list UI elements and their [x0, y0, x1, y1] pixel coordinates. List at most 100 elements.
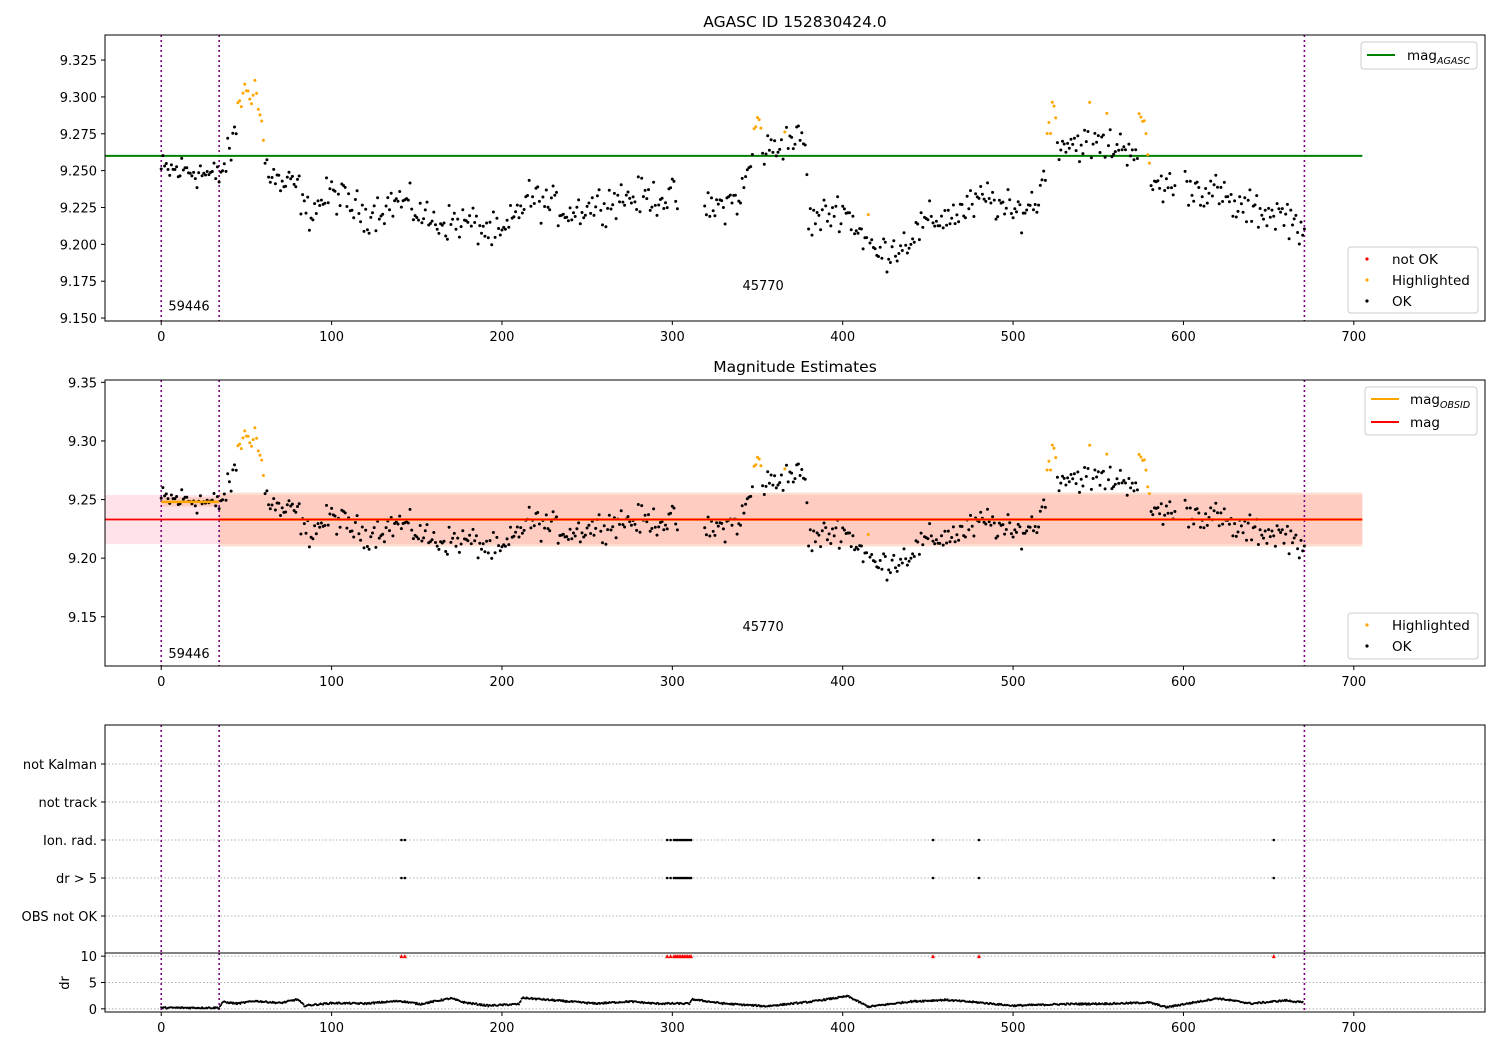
ok-point — [849, 228, 853, 232]
flag-marker — [403, 838, 407, 842]
legend-highlighted-marker — [1365, 623, 1369, 627]
ok-point — [200, 174, 204, 178]
ok-point — [227, 480, 231, 484]
ok-point — [1040, 505, 1044, 509]
ok-point — [594, 205, 598, 209]
ok-point — [551, 510, 555, 514]
x-tick-label: 600 — [1171, 330, 1196, 345]
ok-point — [1037, 525, 1041, 529]
ok-point — [1280, 207, 1284, 211]
ok-point — [1291, 541, 1294, 545]
ok-point — [1296, 231, 1300, 234]
ok-point — [388, 529, 391, 533]
highlighted-point — [241, 436, 245, 440]
ok-point — [934, 219, 938, 223]
ok-point — [1262, 536, 1265, 540]
ok-point — [665, 527, 669, 531]
ok-point — [444, 550, 448, 553]
dr-point — [164, 1006, 167, 1009]
highlighted-point — [255, 91, 259, 95]
ok-point — [890, 558, 894, 562]
ok-point — [587, 523, 591, 527]
ok-point — [425, 523, 429, 527]
ok-point — [955, 533, 959, 537]
ok-point — [1030, 190, 1034, 194]
ok-point — [1132, 158, 1136, 162]
ok-point — [1238, 195, 1242, 199]
ok-point — [537, 199, 541, 203]
highlighted-point — [243, 82, 247, 86]
ok-point — [590, 196, 594, 200]
ok-point — [796, 462, 800, 466]
ok-point — [164, 162, 168, 165]
ok-point — [791, 147, 795, 151]
ok-point — [1185, 179, 1189, 183]
ok-point — [1091, 477, 1095, 480]
highlighted-point — [251, 93, 255, 97]
ok-point — [1135, 488, 1139, 492]
ok-point — [921, 225, 925, 229]
ok-point — [631, 195, 635, 199]
ok-point — [195, 186, 199, 190]
flag-marker — [665, 876, 669, 880]
ok-point — [532, 524, 536, 528]
ok-point — [1263, 529, 1267, 533]
ok-point — [907, 246, 911, 250]
dr-point — [754, 1003, 757, 1006]
ok-point — [1161, 522, 1165, 526]
x-tick-label: 400 — [830, 330, 855, 345]
ok-point — [1134, 148, 1138, 152]
highlighted-point — [1137, 112, 1141, 116]
ok-point — [1221, 522, 1225, 526]
ok-point — [945, 223, 949, 227]
mag-estimates-legend-upper: magOBSID mag — [1364, 386, 1478, 436]
ok-point — [662, 528, 666, 532]
ok-point — [531, 195, 535, 199]
ok-point — [384, 526, 388, 530]
x-tick-label: 300 — [660, 1021, 685, 1036]
ok-point — [164, 492, 168, 496]
dr-point — [348, 1001, 351, 1004]
ok-point — [1197, 511, 1201, 515]
ok-point — [1098, 151, 1102, 154]
dr-point — [428, 1001, 431, 1004]
y-tick-label: 5 — [89, 977, 97, 992]
ok-point — [434, 223, 437, 227]
ok-point — [715, 198, 719, 202]
highlighted-point — [757, 457, 761, 461]
ok-point — [832, 534, 836, 538]
dr-point — [239, 1002, 242, 1005]
ok-point — [902, 547, 906, 551]
flag-marker — [689, 876, 693, 880]
ok-point — [836, 195, 840, 199]
ok-point — [805, 501, 809, 505]
ok-point — [1202, 204, 1206, 208]
ok-point — [175, 495, 179, 498]
ok-point — [750, 485, 754, 489]
highlighted-point — [260, 458, 264, 462]
ok-point — [408, 181, 412, 185]
ok-point — [885, 270, 889, 274]
ok-point — [175, 165, 179, 169]
ok-point — [749, 165, 753, 169]
ok-point — [739, 523, 742, 527]
ok-point — [873, 560, 877, 564]
ok-point — [987, 197, 991, 200]
ok-point — [626, 190, 630, 194]
ok-point — [566, 219, 570, 223]
x-tick-label: 500 — [1001, 1021, 1026, 1036]
ok-point — [1118, 132, 1122, 136]
x-tick-label: 700 — [1341, 1021, 1366, 1036]
ok-point — [393, 199, 397, 203]
ok-point — [1229, 193, 1233, 196]
ok-point — [957, 220, 961, 224]
ok-point — [267, 503, 271, 507]
ok-point — [1255, 194, 1259, 198]
highlighted-point — [783, 467, 787, 471]
ok-point — [928, 522, 932, 526]
ok-point — [834, 204, 838, 208]
legend-not-ok-label: not OK — [1392, 252, 1439, 268]
ok-point — [767, 148, 771, 152]
ok-point — [365, 545, 369, 548]
ok-point — [1296, 547, 1300, 551]
